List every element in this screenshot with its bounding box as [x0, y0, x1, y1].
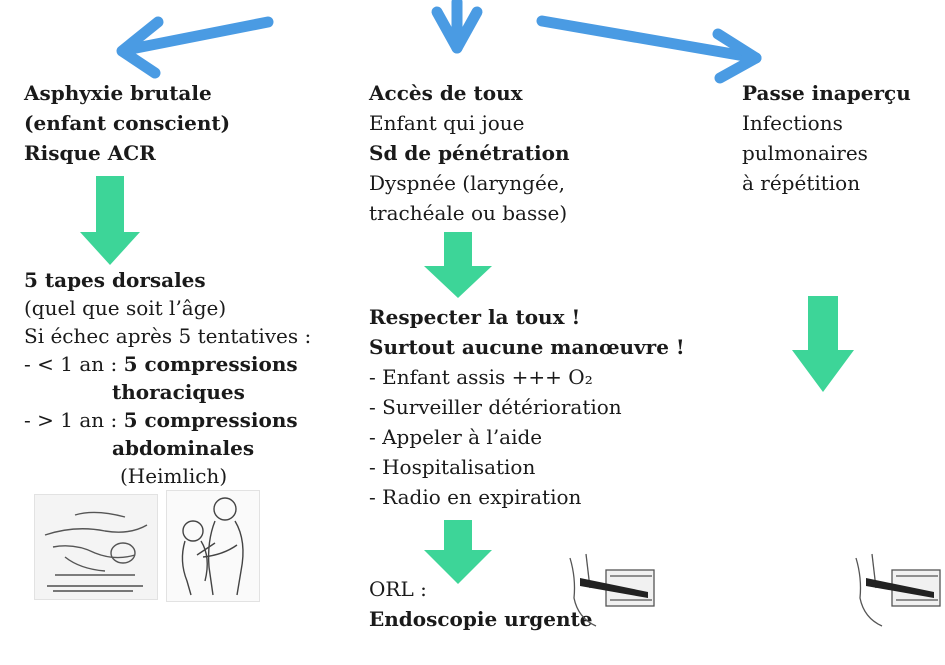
- over-one-year-prefix: - > 1 an :: [24, 408, 124, 432]
- left-action-line: Si échec après 5 tentatives :: [24, 324, 312, 348]
- orl-action: Endoscopie urgente: [369, 607, 593, 631]
- advice-item: - Hospitalisation: [369, 455, 536, 479]
- endoscope-illustration-middle: [566, 548, 658, 630]
- heimlich-illustration: [166, 490, 260, 602]
- blue-arrow-right: [536, 15, 762, 84]
- green-arrow-middle-top: [424, 232, 492, 298]
- endoscope-drawing: [855, 553, 941, 627]
- left-heading-line: (enfant conscient): [24, 111, 231, 135]
- right-title: Passe inaperçu: [742, 81, 911, 105]
- left-heading-line: Risque ACR: [24, 141, 156, 165]
- over-one-year-bold: 5 compressions: [123, 408, 298, 432]
- endoscope-illustration-right: [852, 548, 944, 630]
- advice-title: Respecter la toux !: [369, 305, 581, 329]
- advice-item: - Enfant assis +++ O₂: [369, 365, 593, 389]
- blue-arrow-left: [116, 16, 274, 79]
- heimlich-drawing: [181, 497, 244, 596]
- green-arrow-left: [80, 176, 140, 265]
- left-action-line: (quel que soit l’âge): [24, 296, 227, 320]
- middle-advice-block: Respecter la toux ! Surtout aucune manœu…: [369, 302, 685, 512]
- under-one-year-prefix: - < 1 an :: [24, 352, 124, 376]
- dyspnea-line: Dyspnée (laryngée,: [369, 171, 566, 195]
- blue-arrow-down: [431, 0, 483, 54]
- back-blows-illustration: [34, 494, 158, 600]
- advice-item: - Radio en expiration: [369, 485, 582, 509]
- cough-line: Enfant qui joue: [369, 111, 525, 135]
- penetration-title: Sd de pénétration: [369, 141, 570, 165]
- dyspnea-line: trachéale ou basse): [369, 201, 568, 225]
- left-action-block: 5 tapes dorsales (quel que soit l’âge) S…: [24, 266, 311, 490]
- over-one-year-line: - > 1 an : 5 compressions: [24, 406, 311, 434]
- over-one-year-cont: abdominales: [112, 436, 255, 460]
- under-one-year-cont: thoraciques: [112, 380, 245, 404]
- right-line: pulmonaires: [742, 141, 868, 165]
- back-blows-drawing: [44, 511, 148, 592]
- green-arrow-middle-bottom: [424, 520, 492, 584]
- left-heading: Asphyxie brutale (enfant conscient) Risq…: [24, 78, 230, 168]
- middle-top-block: Accès de toux Enfant qui joue Sd de péné…: [369, 78, 570, 228]
- left-action-title: 5 tapes dorsales: [24, 268, 206, 292]
- left-heading-line: Asphyxie brutale: [24, 81, 212, 105]
- endoscope-drawing: [569, 553, 655, 627]
- advice-item: - Surveiller détérioration: [369, 395, 622, 419]
- heimlich-note: (Heimlich): [120, 464, 228, 488]
- orl-label: ORL :: [369, 577, 427, 601]
- cough-title: Accès de toux: [369, 81, 523, 105]
- green-arrow-right: [792, 296, 854, 392]
- advice-item: - Appeler à l’aide: [369, 425, 543, 449]
- under-one-year-line: - < 1 an : 5 compressions: [24, 350, 311, 378]
- right-block: Passe inaperçu Infections pulmonaires à …: [742, 78, 911, 198]
- right-line: à répétition: [742, 171, 861, 195]
- under-one-year-bold: 5 compressions: [123, 352, 298, 376]
- advice-title: Surtout aucune manœuvre !: [369, 335, 685, 359]
- orl-block: ORL : Endoscopie urgente: [369, 574, 592, 634]
- right-line: Infections: [742, 111, 843, 135]
